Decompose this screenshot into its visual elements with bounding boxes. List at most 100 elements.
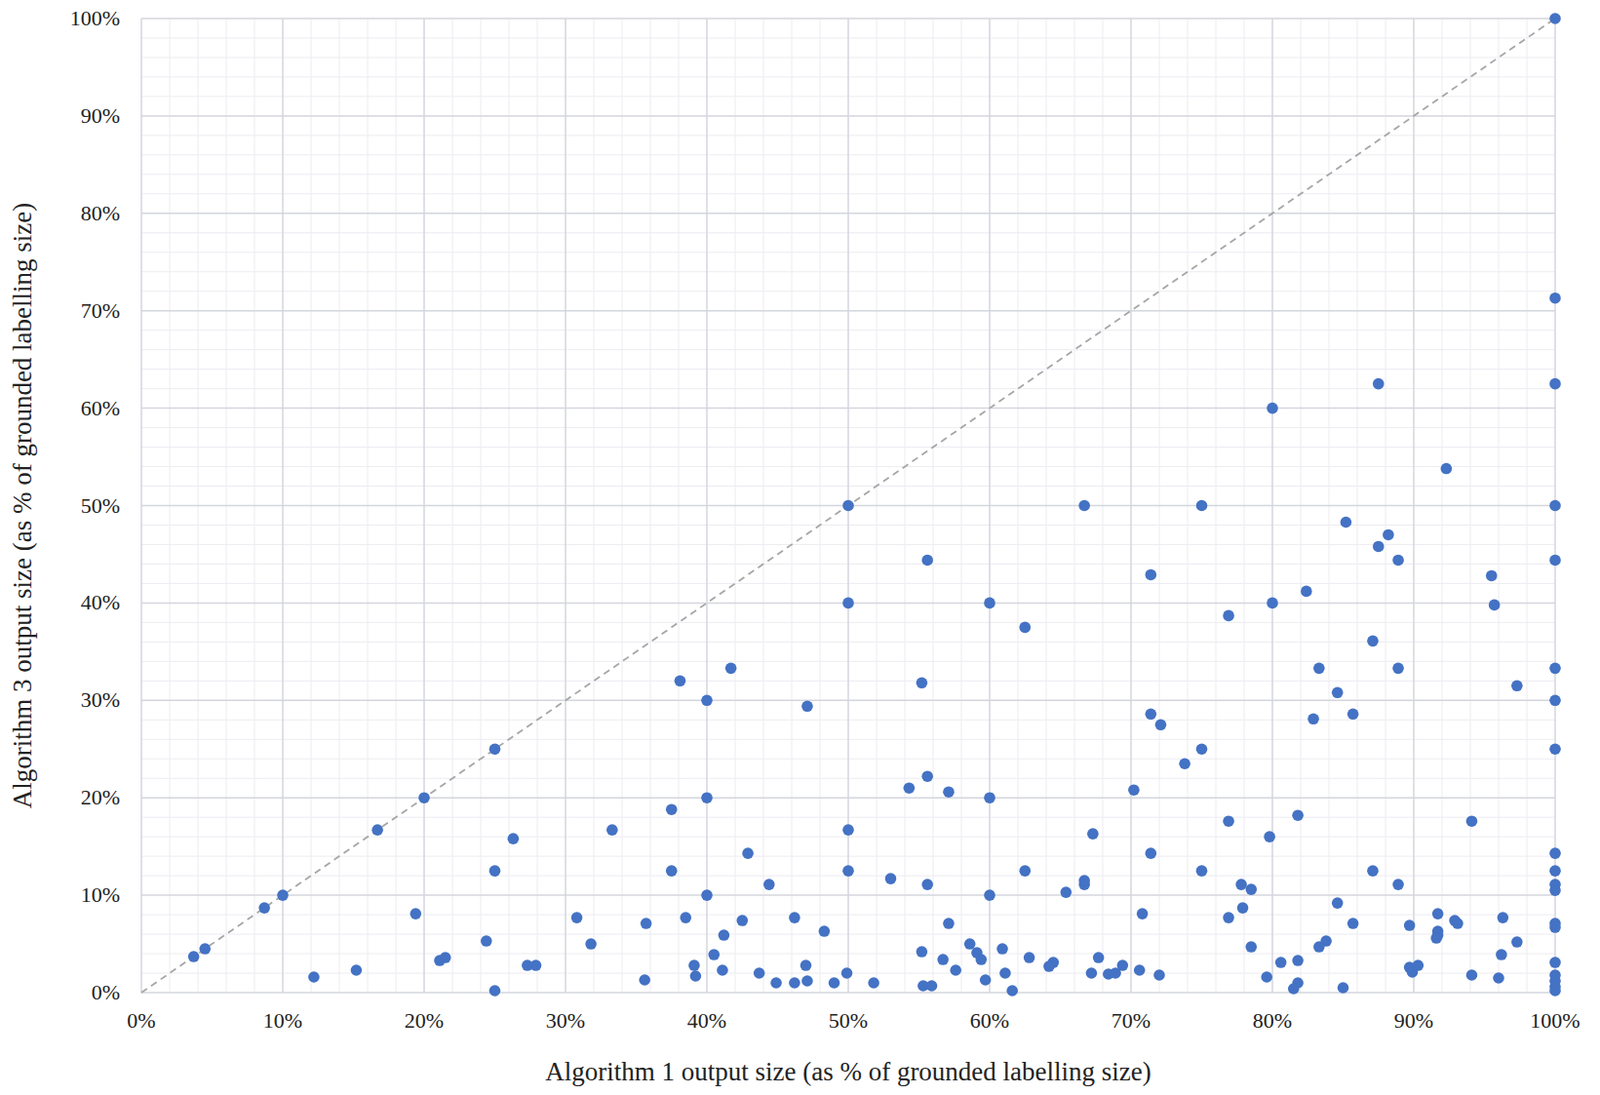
point — [921, 554, 934, 567]
point — [1337, 981, 1350, 994]
point — [1155, 718, 1168, 731]
grid-line — [141, 310, 1556, 313]
point — [828, 976, 841, 989]
point — [1392, 663, 1405, 675]
chart: 0%10%20%30%40%50%60%70%80%90%100%0%10%20… — [0, 0, 1600, 1095]
point — [983, 889, 996, 901]
point — [1372, 541, 1385, 553]
point — [1196, 742, 1209, 755]
point — [1549, 742, 1561, 755]
point — [916, 677, 929, 690]
point — [489, 864, 502, 877]
point — [1245, 940, 1257, 953]
point — [1313, 663, 1326, 675]
point — [1153, 969, 1166, 981]
point — [736, 914, 748, 927]
point — [585, 937, 597, 950]
x-tick-label: 10% — [263, 1008, 303, 1033]
point — [1078, 878, 1091, 891]
point — [1222, 911, 1235, 924]
point — [1549, 847, 1561, 859]
y-tick-label: 100% — [70, 5, 120, 31]
point — [690, 970, 703, 982]
grid-line — [141, 894, 1556, 897]
x-tick-label: 30% — [546, 1008, 586, 1033]
point — [507, 832, 520, 845]
grid — [141, 18, 1556, 993]
point — [1196, 864, 1209, 877]
point — [1549, 956, 1561, 969]
point — [1260, 971, 1273, 983]
point — [1331, 687, 1344, 700]
point — [1136, 907, 1149, 920]
point — [1485, 570, 1498, 583]
x-tick-label: 0% — [126, 1008, 156, 1033]
point — [936, 953, 949, 966]
point — [1102, 968, 1115, 980]
point — [1549, 663, 1561, 675]
point — [1245, 883, 1257, 896]
point — [1060, 886, 1073, 898]
point — [688, 959, 701, 972]
point — [1492, 972, 1505, 984]
point — [1451, 917, 1464, 930]
x-tick-label: 100% — [1529, 1008, 1580, 1033]
point — [979, 974, 992, 986]
point — [1128, 783, 1140, 796]
point — [198, 942, 211, 955]
point — [665, 864, 678, 877]
y-tick-label: 10% — [80, 882, 120, 907]
grid-line — [141, 115, 1556, 118]
point — [674, 675, 687, 688]
point — [1366, 864, 1379, 877]
point — [308, 971, 320, 983]
point — [975, 953, 988, 966]
y-tick-label: 70% — [80, 298, 120, 323]
point — [489, 742, 502, 755]
point — [1549, 554, 1561, 567]
point — [701, 791, 713, 804]
point — [1222, 610, 1235, 623]
point — [1466, 815, 1479, 827]
point — [1549, 984, 1561, 997]
grid-line — [141, 212, 1556, 215]
point — [1300, 585, 1313, 598]
point — [1086, 967, 1098, 979]
point — [1320, 935, 1332, 947]
point — [701, 695, 713, 707]
points — [188, 12, 1561, 997]
point — [1549, 695, 1561, 707]
point — [1511, 680, 1523, 693]
x-tick-label: 90% — [1394, 1008, 1434, 1033]
point — [1287, 982, 1300, 995]
point — [1275, 956, 1288, 969]
point — [1043, 960, 1055, 973]
point — [1372, 378, 1385, 391]
point — [716, 964, 729, 976]
point — [665, 803, 678, 816]
point — [1237, 901, 1249, 914]
grid-line — [141, 407, 1556, 410]
point — [1196, 500, 1209, 512]
point — [1331, 897, 1344, 909]
point — [788, 911, 801, 924]
grid-line — [141, 700, 1556, 703]
point — [842, 597, 855, 610]
point — [679, 911, 692, 924]
point — [1291, 954, 1304, 967]
point — [1006, 984, 1018, 997]
grid-line — [141, 796, 1556, 799]
point — [801, 700, 814, 712]
point — [1441, 463, 1453, 475]
point — [1549, 292, 1561, 305]
x-tick-label: 50% — [828, 1008, 868, 1033]
point — [1430, 932, 1443, 944]
point — [1263, 830, 1276, 843]
point — [439, 951, 452, 964]
y-tick-label: 80% — [80, 200, 120, 226]
point — [1178, 757, 1191, 770]
y-tick-label: 50% — [80, 493, 120, 518]
point — [606, 823, 619, 836]
point — [1432, 907, 1444, 920]
point — [1392, 878, 1405, 891]
